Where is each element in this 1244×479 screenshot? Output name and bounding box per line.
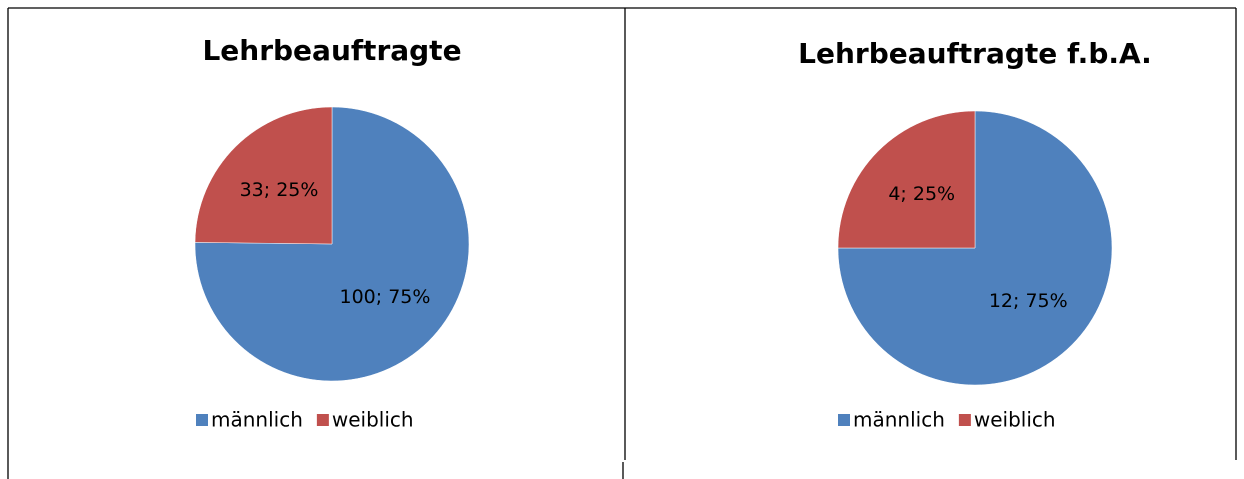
data-label: 33; 25% [240, 179, 319, 201]
legend-label: männlich [853, 408, 945, 432]
chart-title: Lehrbeauftragte [202, 34, 461, 67]
data-label: 4; 25% [888, 183, 955, 205]
pie-slice [194, 106, 470, 382]
data-label: 100; 75% [339, 286, 430, 308]
pie-slice [837, 110, 1113, 386]
pie-slice [194, 106, 333, 245]
legend-swatch [196, 414, 208, 426]
chart-title: Lehrbeauftragte f.b.A. [798, 37, 1152, 70]
legend-label: männlich [211, 408, 303, 432]
legend-swatch [316, 414, 329, 426]
legend-label: weiblich [332, 408, 414, 432]
legend-label: weiblich [974, 408, 1056, 432]
legend-swatch [958, 414, 971, 426]
pie-slice [837, 110, 976, 249]
data-label: 12; 75% [989, 290, 1068, 312]
legend-swatch [838, 414, 850, 426]
